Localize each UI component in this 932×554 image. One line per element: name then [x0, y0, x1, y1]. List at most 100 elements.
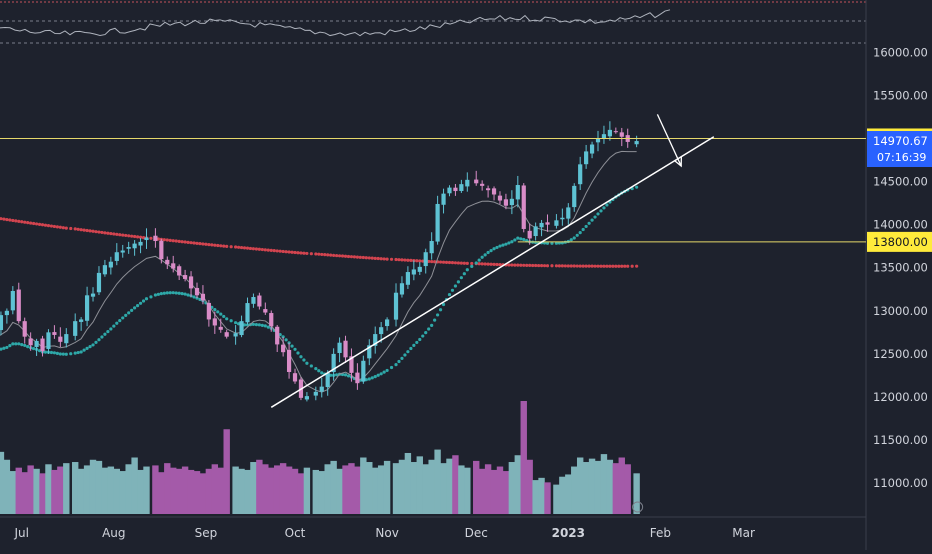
moving-averages [0, 150, 639, 393]
fast-moving-average-dot [266, 325, 270, 329]
slow-moving-average-dot [513, 263, 517, 267]
volume-bar [63, 463, 70, 514]
fast-moving-average-dot [186, 293, 190, 297]
candle-body [465, 179, 470, 187]
time-tick-label: Feb [650, 526, 671, 540]
candle-body [120, 250, 125, 253]
fast-moving-average-dot [234, 321, 238, 325]
volume-bar [143, 466, 150, 514]
candle-body [521, 185, 526, 229]
fast-moving-average-dot [0, 347, 3, 351]
slow-moving-average-dot [430, 259, 434, 264]
trendline[interactable] [270, 136, 715, 408]
slow-moving-average-dot [409, 258, 413, 262]
candle-body [491, 188, 497, 195]
volume-bar [520, 401, 527, 514]
slow-moving-average-dot [100, 230, 104, 235]
time-tick-label: Aug [102, 526, 125, 540]
candle-body [281, 344, 286, 353]
fast-moving-average-dot [225, 317, 229, 321]
volume-bar [3, 459, 11, 514]
slow-moving-average-dot [456, 261, 460, 265]
fast-moving-average-dot [501, 243, 505, 247]
candle-body [355, 372, 360, 384]
fast-moving-average-dot [400, 356, 404, 361]
slow-moving-average-dot [379, 257, 383, 261]
volume-bar [377, 465, 385, 514]
slow-moving-average-dot [418, 259, 422, 263]
slow-moving-average-dot [269, 248, 273, 252]
volume-bar [137, 469, 144, 514]
candle-body [177, 266, 182, 276]
fast-moving-average-dot [635, 185, 639, 189]
fast-moving-average-dot [590, 218, 594, 222]
candle-body [343, 340, 348, 358]
time-axis[interactable]: Jul Aug Sep Oct Nov Dec 2023 Feb Mar [13, 526, 754, 540]
price-tick-label: 11000.00 [873, 476, 928, 490]
slow-moving-average-dot [245, 246, 250, 250]
fast-moving-average-dot [11, 342, 15, 346]
volume-bar [383, 460, 391, 514]
volume-bar [553, 484, 560, 514]
candle-body [224, 332, 229, 337]
slow-moving-average-dot [85, 228, 89, 233]
drawings[interactable] [270, 114, 715, 408]
volume-bar [612, 463, 620, 514]
slow-moving-average-dot [441, 260, 446, 264]
slow-moving-average-dot [361, 255, 365, 260]
candle-body [515, 185, 520, 200]
arrow-shaft[interactable] [656, 114, 682, 167]
slow-moving-average-dot [630, 264, 634, 268]
slow-moving-average-dot [14, 219, 18, 223]
fast-moving-average-dot [376, 373, 380, 377]
fast-moving-average-dot [85, 346, 89, 350]
slow-moving-average-dot [470, 261, 474, 266]
fast-moving-average-dot [236, 322, 241, 326]
candle-body [138, 241, 143, 246]
slow-moving-average-dot [477, 262, 481, 266]
volume-bar [273, 465, 281, 514]
slow-moving-average-dot [210, 243, 214, 247]
candle-body [22, 321, 27, 337]
fast-moving-average-dot [314, 367, 318, 371]
candle-body [194, 287, 200, 296]
volume-bar [618, 457, 625, 514]
fast-moving-average-dot [433, 318, 437, 322]
fast-moving-average-dot [130, 308, 134, 312]
volume-bar [101, 467, 109, 514]
candles [0, 121, 639, 402]
fast-moving-average-dot [106, 329, 110, 334]
slow-moving-average-dot [293, 250, 297, 255]
price-tick-label: 13000.00 [873, 304, 928, 318]
volume-bar [95, 460, 103, 514]
slow-moving-average-dot [115, 232, 119, 236]
horizontal-levels[interactable] [0, 137, 866, 243]
fast-moving-average-dot [385, 368, 389, 373]
event-marker-icon[interactable] [632, 501, 644, 513]
candle-body [313, 391, 318, 396]
slow-moving-average-dot [236, 245, 241, 249]
candle-body [349, 356, 354, 373]
slow-moving-average-dot [55, 225, 59, 229]
arrow-head[interactable] [673, 157, 683, 168]
candle-body [4, 310, 9, 316]
candle-body [503, 199, 509, 206]
candle-body [159, 240, 164, 260]
volume-bar [158, 472, 165, 514]
slow-moving-average-dot [314, 252, 318, 256]
volume-bar [354, 466, 361, 514]
fast-moving-average-dot [441, 302, 446, 307]
slow-moving-average-dot [566, 264, 570, 268]
volume-bar [125, 464, 132, 514]
candle-body [619, 132, 624, 137]
slow-moving-average-dot [507, 263, 511, 267]
price-tick-label: 15500.00 [873, 88, 928, 102]
fast-moving-average-dot [94, 340, 98, 344]
candle-body [595, 138, 601, 143]
slow-moving-average-dot [37, 222, 42, 226]
candle-body [572, 185, 577, 208]
volume-bar [446, 458, 453, 514]
slow-moving-average-dot [284, 250, 288, 254]
